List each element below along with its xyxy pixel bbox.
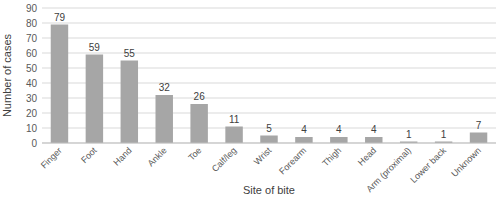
bar <box>156 95 173 143</box>
data-label: 4 <box>336 124 342 135</box>
y-tick-label: 60 <box>26 48 38 59</box>
bar <box>190 104 207 143</box>
x-tick-label: Calf/leg <box>210 145 239 174</box>
x-tick-label: Head <box>356 145 378 167</box>
data-label: 4 <box>371 124 377 135</box>
x-tick-label: Lower back <box>408 145 448 185</box>
grid-line <box>42 23 496 24</box>
bar <box>121 61 138 144</box>
data-label: 79 <box>54 12 66 23</box>
x-tick-label: Finger <box>39 145 64 170</box>
x-tick-label: Ankle <box>146 145 169 168</box>
y-tick-label: 50 <box>26 63 38 74</box>
bar <box>51 25 68 144</box>
data-label: 7 <box>476 120 482 131</box>
data-label: 1 <box>406 129 412 140</box>
grid-line <box>42 38 496 39</box>
x-tick-label: Thigh <box>320 145 343 168</box>
grid-line <box>42 53 496 54</box>
grid-line <box>42 98 496 99</box>
x-tick-label: Arm (proximal) <box>364 145 413 194</box>
y-tick-label: 20 <box>26 108 38 119</box>
y-tick-label: 10 <box>26 123 38 134</box>
data-label: 59 <box>89 42 101 53</box>
x-tick-label: Forearm <box>277 145 308 176</box>
bar <box>295 137 312 143</box>
y-axis-title: Number of cases <box>1 33 13 117</box>
chart: 01020304050607080907959553226115444117Fi… <box>0 0 500 199</box>
grid-line <box>42 8 496 9</box>
x-axis <box>42 143 496 144</box>
x-axis-title: Site of bite <box>243 184 295 196</box>
y-tick-label: 30 <box>26 93 38 104</box>
grid-line <box>42 113 496 114</box>
bar <box>365 137 382 143</box>
bar <box>86 55 103 144</box>
grid-line <box>42 143 496 144</box>
data-label: 4 <box>301 124 307 135</box>
chart-container: 01020304050607080907959553226115444117Fi… <box>0 0 500 199</box>
bar <box>470 133 487 144</box>
x-tick-label: Unknown <box>449 145 483 179</box>
bar <box>330 137 347 143</box>
y-tick-label: 70 <box>26 33 38 44</box>
data-label: 55 <box>124 48 136 59</box>
data-label: 11 <box>229 114 240 125</box>
bars <box>51 25 488 144</box>
y-tick-label: 90 <box>26 3 38 14</box>
data-label: 5 <box>266 123 272 134</box>
bar <box>225 127 242 144</box>
y-tick-label: 0 <box>31 138 37 149</box>
data-label: 26 <box>194 91 206 102</box>
data-label: 1 <box>441 129 447 140</box>
x-tick-label: Toe <box>186 145 203 162</box>
x-tick-label: Wrist <box>252 145 274 167</box>
bar <box>260 136 277 144</box>
x-tick-label: Hand <box>111 145 133 167</box>
grid-line <box>42 83 496 84</box>
y-tick-label: 40 <box>26 78 38 89</box>
data-label: 32 <box>159 82 171 93</box>
grid-line <box>42 68 496 69</box>
y-tick-label: 80 <box>26 18 38 29</box>
x-tick-label: Foot <box>79 145 99 165</box>
